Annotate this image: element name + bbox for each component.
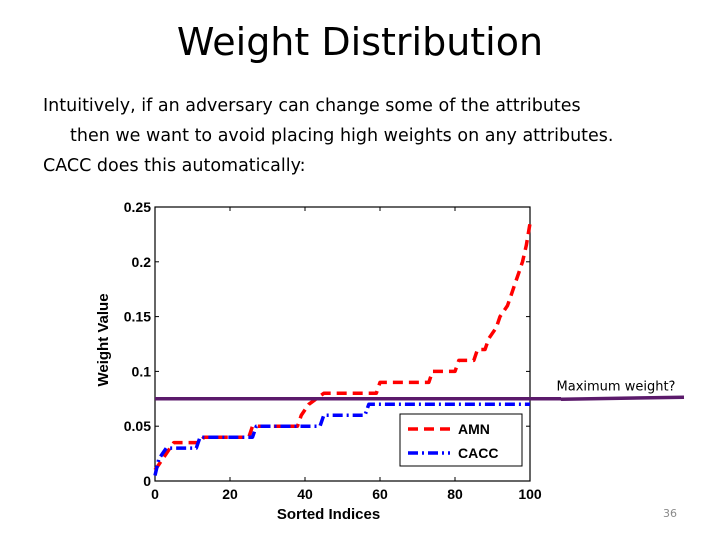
x-axis-label: Sorted Indices — [277, 506, 380, 523]
y-axis-label: Weight Value — [95, 293, 112, 386]
max-weight-line-right — [560, 395, 685, 401]
paragraph-line-3: CACC does this automatically: — [43, 156, 306, 176]
slide-title: Weight Distribution — [176, 20, 544, 64]
x-tick-label: 80 — [447, 486, 463, 502]
x-tick-label: 20 — [222, 486, 238, 502]
y-tick-label: 0.15 — [124, 309, 151, 325]
series-line-cacc — [153, 402, 530, 476]
x-tick-label: 60 — [372, 486, 388, 502]
y-tick-label: 0.25 — [124, 199, 151, 215]
x-tick-label: 0 — [151, 486, 159, 502]
max-weight-label: Maximum weight? — [557, 380, 676, 395]
y-tick-label: 0 — [143, 473, 151, 489]
paragraph-line-1: Intuitively, if an adversary can change … — [43, 96, 581, 116]
x-tick-label: 40 — [297, 486, 313, 502]
series-line-amn — [153, 223, 532, 472]
legend-label-cacc: CACC — [458, 445, 498, 461]
x-tick-label: 100 — [518, 486, 542, 502]
legend-label-amn: AMN — [458, 421, 490, 437]
y-tick-label: 0.2 — [132, 254, 152, 270]
legend-box — [399, 413, 523, 467]
paragraph-line-2: then we want to avoid placing high weigh… — [70, 126, 614, 146]
slide-paragraph: Intuitively, if an adversary can change … — [43, 91, 703, 181]
y-tick-label: 0.05 — [124, 418, 151, 434]
y-tick-label: 0.1 — [132, 363, 152, 379]
page-number: 36 — [663, 507, 677, 520]
